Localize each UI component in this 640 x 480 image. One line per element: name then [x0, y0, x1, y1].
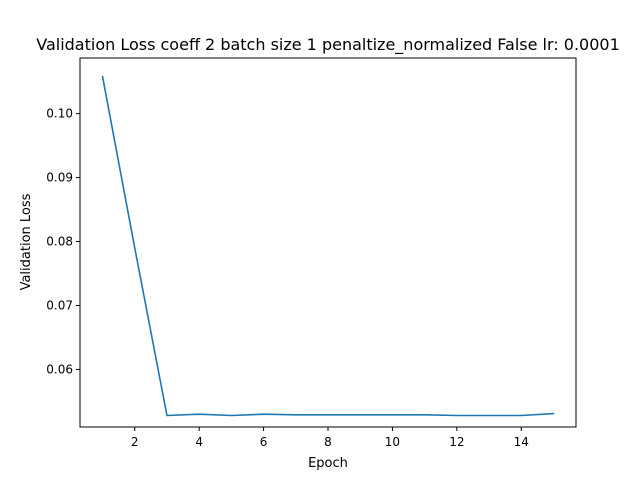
series-layer — [101, 75, 555, 417]
x-axis-label: Epoch — [308, 456, 348, 471]
x-tick-label: 14 — [514, 435, 529, 449]
axis-ticks: 2 4 6 8 10 12 14 0.06 0.07 0.08 0.09 0.10 — [46, 107, 529, 449]
x-tick-label: 2 — [131, 435, 139, 449]
chart-title: Validation Loss coeff 2 batch size 1 pen… — [36, 35, 620, 55]
y-axis-label: Validation Loss — [19, 193, 34, 290]
y-tick-label: 0.10 — [46, 107, 73, 121]
series-line — [101, 75, 555, 417]
x-tick-label: 10 — [385, 435, 400, 449]
y-tick-label: 0.07 — [46, 298, 73, 312]
plot-frame — [79, 57, 577, 428]
x-tick-label: 12 — [449, 435, 464, 449]
y-tick-label: 0.09 — [46, 171, 73, 185]
x-tick-label: 4 — [195, 435, 203, 449]
y-tick-label: 0.06 — [46, 362, 73, 376]
y-tick-label: 0.08 — [46, 235, 73, 249]
x-tick-label: 6 — [260, 435, 268, 449]
x-tick-label: 8 — [324, 435, 332, 449]
